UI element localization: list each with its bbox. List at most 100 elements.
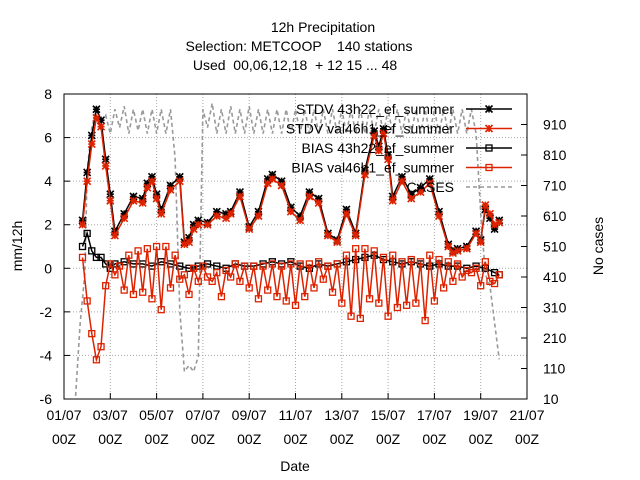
data-point bbox=[462, 244, 471, 253]
data-point bbox=[416, 183, 425, 192]
legend-marker bbox=[485, 144, 493, 152]
data-point bbox=[268, 174, 277, 184]
data-point bbox=[476, 238, 485, 247]
data-point bbox=[97, 343, 105, 351]
y2-tick-label: 410 bbox=[543, 269, 567, 285]
data-point bbox=[221, 214, 231, 223]
data-point bbox=[314, 258, 323, 266]
data-point bbox=[134, 247, 142, 255]
data-point bbox=[101, 161, 110, 170]
data-point bbox=[184, 238, 194, 247]
data-point bbox=[138, 194, 147, 203]
data-point bbox=[430, 297, 439, 305]
series-4 bbox=[74, 103, 500, 396]
data-point bbox=[328, 288, 337, 296]
legend-marker bbox=[484, 124, 494, 133]
data-point bbox=[379, 124, 388, 133]
data-point bbox=[490, 268, 499, 277]
data-point bbox=[370, 131, 379, 140]
data-point bbox=[110, 231, 119, 240]
data-point bbox=[184, 233, 194, 242]
data-point bbox=[384, 155, 393, 164]
data-point bbox=[106, 196, 115, 205]
data-point bbox=[245, 225, 254, 234]
y-tick-label: 2 bbox=[44, 217, 52, 233]
y-axis-label: mm/12h bbox=[9, 221, 25, 272]
data-point bbox=[379, 253, 388, 262]
x-axis-ticks: 01/07 00Z 03/07 00Z 05/07 00Z 07/07 00Z 09/07 00Z… bbox=[46, 393, 545, 447]
data-point bbox=[83, 229, 91, 238]
x-tick-label-time: 00Z bbox=[191, 431, 216, 447]
y-tick-label: -4 bbox=[40, 347, 53, 363]
x-tick-label-date: 21/07 bbox=[509, 407, 544, 423]
data-point bbox=[235, 187, 245, 197]
data-point bbox=[421, 316, 429, 325]
data-point bbox=[78, 220, 87, 229]
x-tick-label-time: 00Z bbox=[422, 431, 447, 447]
data-point bbox=[152, 190, 161, 199]
data-point bbox=[203, 273, 212, 281]
data-point bbox=[389, 251, 397, 259]
data-point bbox=[268, 170, 277, 179]
data-point bbox=[125, 251, 133, 259]
data-point bbox=[250, 262, 258, 270]
data-point bbox=[194, 220, 203, 229]
data-point bbox=[143, 183, 152, 192]
data-point bbox=[268, 260, 277, 268]
data-point bbox=[96, 122, 106, 131]
data-point bbox=[78, 242, 87, 251]
data-point bbox=[180, 240, 189, 249]
data-point bbox=[416, 187, 425, 197]
data-point bbox=[194, 277, 202, 286]
data-point bbox=[92, 105, 101, 114]
data-point bbox=[472, 264, 480, 272]
data-point bbox=[323, 231, 332, 240]
data-point bbox=[83, 177, 92, 186]
x-tick-label-date: 07/07 bbox=[185, 407, 220, 423]
data-point bbox=[379, 129, 388, 138]
data-point bbox=[152, 194, 161, 203]
y-tick-label: 4 bbox=[44, 173, 52, 189]
x-tick-label-date: 13/07 bbox=[324, 407, 359, 423]
data-point bbox=[208, 277, 216, 286]
data-point bbox=[310, 284, 318, 292]
data-point bbox=[448, 248, 457, 258]
x-tick-label-date: 09/07 bbox=[232, 407, 267, 423]
data-point bbox=[342, 209, 351, 218]
legend-label: BIAS 43h22_ef_summer bbox=[301, 140, 454, 156]
data-point bbox=[347, 312, 355, 320]
data-point bbox=[407, 255, 415, 264]
data-point bbox=[407, 190, 416, 199]
x-tick-label-time: 00Z bbox=[515, 431, 540, 447]
data-point bbox=[485, 214, 495, 223]
data-point bbox=[111, 271, 119, 279]
data-point bbox=[115, 262, 124, 270]
y2-tick-label: 810 bbox=[543, 147, 567, 163]
data-point bbox=[254, 295, 263, 303]
data-point bbox=[157, 205, 166, 214]
data-point bbox=[254, 211, 263, 221]
data-point bbox=[412, 299, 420, 307]
data-point bbox=[171, 251, 179, 259]
data-point bbox=[374, 142, 383, 151]
data-point bbox=[203, 220, 212, 229]
data-point bbox=[287, 260, 295, 268]
data-point bbox=[83, 168, 92, 177]
data-point bbox=[152, 242, 161, 251]
data-point bbox=[157, 209, 166, 218]
data-point bbox=[305, 187, 314, 197]
data-point bbox=[147, 177, 157, 186]
data-point bbox=[88, 247, 96, 255]
series-line bbox=[74, 103, 500, 396]
x-tick-label-time: 00Z bbox=[283, 431, 308, 447]
data-point bbox=[333, 260, 341, 268]
data-point bbox=[199, 262, 207, 270]
y-axis-ticks: -6 -4 -2 0 2 4 6 8 bbox=[40, 86, 70, 407]
data-point bbox=[254, 207, 263, 216]
data-point bbox=[296, 260, 304, 268]
data-point bbox=[342, 251, 351, 259]
data-point bbox=[495, 218, 504, 227]
data-point bbox=[485, 209, 495, 218]
x-tick-label-time: 00Z bbox=[98, 431, 123, 447]
